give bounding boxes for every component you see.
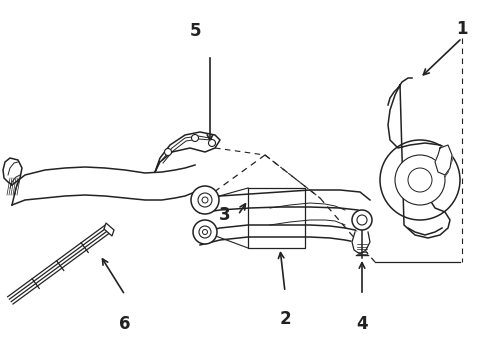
Text: 6: 6 [119, 315, 131, 333]
Circle shape [193, 220, 217, 244]
Circle shape [352, 210, 372, 230]
Circle shape [380, 140, 460, 220]
Circle shape [202, 230, 207, 234]
Circle shape [191, 186, 219, 214]
Polygon shape [388, 85, 452, 238]
Circle shape [202, 197, 208, 203]
Circle shape [395, 155, 445, 205]
Text: 1: 1 [456, 20, 468, 38]
Text: 3: 3 [219, 206, 231, 224]
Polygon shape [104, 223, 114, 236]
Circle shape [192, 135, 198, 141]
Polygon shape [352, 232, 370, 254]
Circle shape [357, 215, 367, 225]
Circle shape [209, 140, 216, 147]
Polygon shape [435, 145, 452, 175]
Text: 5: 5 [189, 22, 201, 40]
Circle shape [198, 193, 212, 207]
Text: 2: 2 [279, 310, 291, 328]
Circle shape [199, 226, 211, 238]
Circle shape [165, 149, 172, 156]
Polygon shape [3, 158, 22, 205]
Text: 4: 4 [356, 315, 368, 333]
Polygon shape [155, 132, 220, 172]
Circle shape [408, 168, 432, 192]
